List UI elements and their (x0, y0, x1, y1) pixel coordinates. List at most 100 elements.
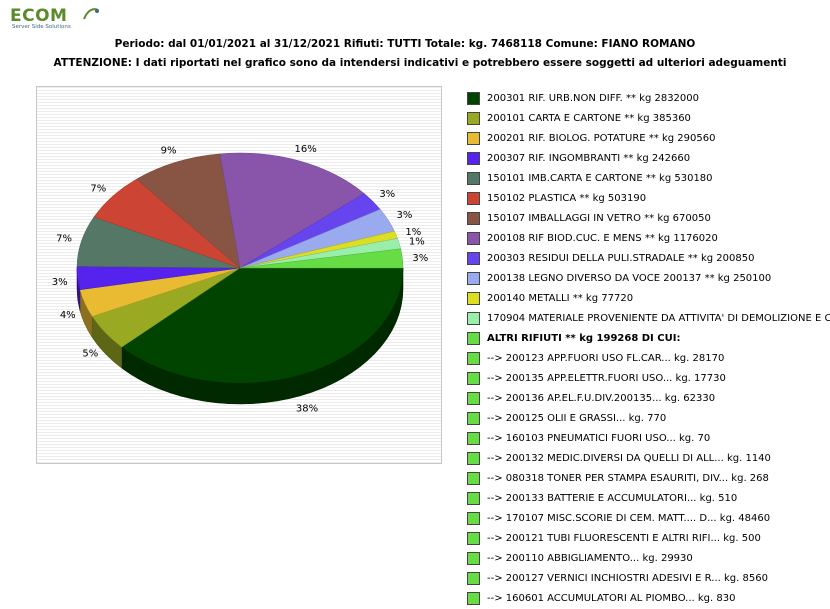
legend-label: 170904 MATERIALE PROVENIENTE DA ATTIVITA… (487, 313, 830, 324)
legend-item: 200301 RIF. URB.NON DIFF. ** kg 2832000 (467, 89, 830, 109)
legend-item: --> 160601 ACCUMULATORI AL PIOMBO... kg.… (467, 589, 830, 609)
legend-label: ALTRI RIFIUTI ** kg 199268 DI CUI: (487, 333, 681, 344)
legend-item: --> 200132 MEDIC.DIVERSI DA QUELLI DI AL… (467, 449, 830, 469)
legend-item: --> 200123 APP.FUORI USO FL.CAR... kg. 2… (467, 349, 830, 369)
legend-swatch (467, 552, 480, 565)
legend-label: 200303 RESIDUI DELLA PULI.STRADALE ** kg… (487, 253, 755, 264)
legend-item: 200138 LEGNO DIVERSO DA VOCE 200137 ** k… (467, 269, 830, 289)
pie-slice-0 (121, 267, 404, 384)
legend-label: --> 200121 TUBI FLUORESCENTI E ALTRI RIF… (487, 533, 761, 544)
legend-label: --> 080318 TONER PER STAMPA ESAURITI, DI… (487, 473, 769, 484)
legend-label: --> 200110 ABBIGLIAMENTO... kg. 29930 (487, 553, 693, 564)
pie-percent-label-8: 3% (379, 189, 395, 200)
legend-item: --> 080318 TONER PER STAMPA ESAURITI, DI… (467, 469, 830, 489)
legend-swatch (467, 152, 480, 165)
legend-swatch (467, 592, 480, 605)
legend-item: 200201 RIF. BIOLOG. POTATURE ** kg 29056… (467, 129, 830, 149)
legend-swatch (467, 572, 480, 585)
legend-item: --> 200127 VERNICI INCHIOSTRI ADESIVI E … (467, 569, 830, 589)
legend-item: 170904 MATERIALE PROVENIENTE DA ATTIVITA… (467, 309, 830, 329)
legend-item: 200108 RIF BIOD.CUC. E MENS ** kg 117602… (467, 229, 830, 249)
legend-swatch (467, 92, 480, 105)
legend-swatch (467, 472, 480, 485)
pie-percent-label-1: 5% (82, 348, 98, 359)
legend-swatch (467, 352, 480, 365)
pie-chart-area: 38% 5% 4% 3% 7% 7% 9% 16% 3% 3% 1% 1% 3% (36, 86, 442, 464)
legend-item: 200307 RIF. INGOMBRANTI ** kg 242660 (467, 149, 830, 169)
legend-swatch (467, 232, 480, 245)
legend-item: ALTRI RIFIUTI ** kg 199268 DI CUI: (467, 329, 830, 349)
legend-item: --> 200125 OLII E GRASSI... kg. 770 (467, 409, 830, 429)
legend-swatch (467, 492, 480, 505)
legend-swatch (467, 252, 480, 265)
pie-percent-label-10: 1% (405, 227, 421, 238)
legend-swatch (467, 532, 480, 545)
legend-label: 150102 PLASTICA ** kg 503190 (487, 193, 647, 204)
pie-percent-label-5: 7% (90, 184, 106, 195)
legend-label: 200108 RIF BIOD.CUC. E MENS ** kg 117602… (487, 233, 718, 244)
pie-percent-label-7: 16% (295, 144, 317, 155)
legend-item: 150107 IMBALLAGGI IN VETRO ** kg 670050 (467, 209, 830, 229)
legend-label: --> 200135 APP.ELETTR.FUORI USO... kg. 1… (487, 373, 726, 384)
legend-label: 150107 IMBALLAGGI IN VETRO ** kg 670050 (487, 213, 711, 224)
pie-percent-label-0: 38% (296, 403, 318, 414)
legend-swatch (467, 132, 480, 145)
legend-swatch (467, 312, 480, 325)
legend-swatch (467, 172, 480, 185)
legend-swatch (467, 392, 480, 405)
ecom-logo: ECOM Server Side Solutions (10, 6, 100, 32)
pie-percent-label-11: 1% (409, 237, 425, 248)
legend-label: 200140 METALLI ** kg 77720 (487, 293, 634, 304)
legend-label: --> 200132 MEDIC.DIVERSI DA QUELLI DI AL… (487, 453, 771, 464)
legend-label: 200201 RIF. BIOLOG. POTATURE ** kg 29056… (487, 133, 716, 144)
legend-swatch (467, 192, 480, 205)
legend-item: --> 160103 PNEUMATICI FUORI USO... kg. 7… (467, 429, 830, 449)
pie-percent-label-9: 3% (397, 210, 413, 221)
legend-label: 200307 RIF. INGOMBRANTI ** kg 242660 (487, 153, 691, 164)
legend-label: 200138 LEGNO DIVERSO DA VOCE 200137 ** k… (487, 273, 772, 284)
pie-percent-label-4: 7% (56, 234, 72, 245)
legend-label: --> 200123 APP.FUORI USO FL.CAR... kg. 2… (487, 353, 725, 364)
legend-swatch (467, 432, 480, 445)
legend-item: 200303 RESIDUI DELLA PULI.STRADALE ** kg… (467, 249, 830, 269)
legend-item: 150102 PLASTICA ** kg 503190 (467, 189, 830, 209)
legend-label: 150101 IMB.CARTA E CARTONE ** kg 530180 (487, 173, 713, 184)
legend-label: --> 170107 MISC.SCORIE DI CEM. MATT.... … (487, 513, 771, 524)
legend-swatch (467, 292, 480, 305)
pie-slice-6 (136, 153, 241, 269)
legend-swatch (467, 452, 480, 465)
legend-item: --> 200136 AP.EL.F.U.DIV.200135... kg. 6… (467, 389, 830, 409)
pie-percent-label-2: 4% (60, 310, 76, 321)
pie-percent-label-3: 3% (52, 277, 68, 288)
legend-item: --> 170107 MISC.SCORIE DI CEM. MATT.... … (467, 509, 830, 529)
legend-swatch (467, 212, 480, 225)
report-period-line: Periodo: dal 01/01/2021 al 31/12/2021 Ri… (114, 38, 696, 50)
legend-label: --> 200125 OLII E GRASSI... kg. 770 (487, 413, 667, 424)
logo-swoosh-icon (83, 8, 99, 20)
legend-swatch (467, 372, 480, 385)
legend-item: --> 200121 TUBI FLUORESCENTI E ALTRI RIF… (467, 529, 830, 549)
legend-item: --> 200133 BATTERIE E ACCUMULATORI... kg… (467, 489, 830, 509)
legend-label: --> 200133 BATTERIE E ACCUMULATORI... kg… (487, 493, 738, 504)
legend-label: --> 200136 AP.EL.F.U.DIV.200135... kg. 6… (487, 393, 716, 404)
legend-label: --> 160103 PNEUMATICI FUORI USO... kg. 7… (487, 433, 711, 444)
legend-swatch (467, 112, 480, 125)
legend-swatch (467, 272, 480, 285)
legend-item: 200140 METALLI ** kg 77720 (467, 289, 830, 309)
legend-label: --> 200127 VERNICI INCHIOSTRI ADESIVI E … (487, 573, 768, 584)
legend-item: 200101 CARTA E CARTONE ** kg 385360 (467, 109, 830, 129)
legend-swatch (467, 412, 480, 425)
pie-percent-label-6: 9% (161, 145, 177, 156)
legend-swatch (467, 512, 480, 525)
logo-tagline: Server Side Solutions (12, 24, 71, 30)
legend-label: --> 160601 ACCUMULATORI AL PIOMBO... kg.… (487, 593, 736, 604)
legend-swatch (467, 332, 480, 345)
pie-slice-12 (239, 248, 404, 269)
legend-item: --> 200110 ABBIGLIAMENTO... kg. 29930 (467, 549, 830, 569)
legend-label: 200101 CARTA E CARTONE ** kg 385360 (487, 113, 691, 124)
disclaimer-line: ATTENZIONE: I dati riportati nel grafico… (53, 57, 787, 69)
legend-item: 150101 IMB.CARTA E CARTONE ** kg 530180 (467, 169, 830, 189)
pie-percent-label-12: 3% (412, 253, 428, 264)
legend-label: 200301 RIF. URB.NON DIFF. ** kg 2832000 (487, 93, 700, 104)
pie-slice-7 (219, 152, 365, 269)
